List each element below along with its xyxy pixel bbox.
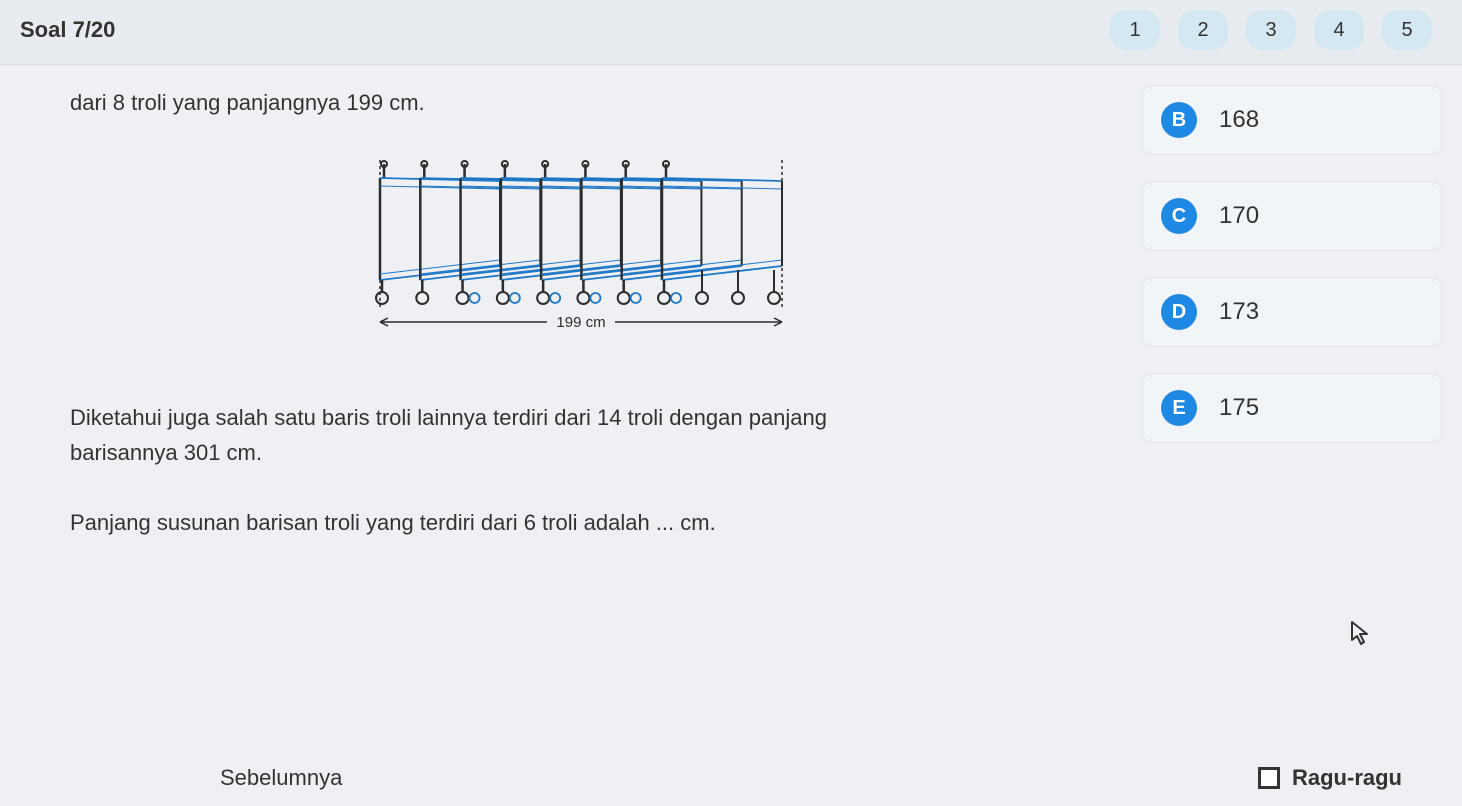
page-pill-1[interactable]: 1 [1110,10,1160,50]
page-pill-4[interactable]: 4 [1314,10,1364,50]
question-counter: Soal 7/20 [20,17,115,43]
ragu-checkbox[interactable]: Ragu-ragu [1258,765,1402,791]
answer-option-d[interactable]: D 173 [1142,277,1442,347]
option-text-b: 168 [1219,106,1259,134]
pagination: 1 2 3 4 5 [1110,10,1442,50]
option-text-e: 175 [1219,394,1259,422]
option-text-c: 170 [1219,202,1259,230]
answer-option-c[interactable]: C 170 [1142,181,1442,251]
answer-option-e[interactable]: E 175 [1142,373,1442,443]
main-content: dari 8 troli yang panjangnya 199 cm. 199… [0,65,1462,806]
trolley-diagram: 199 cm [70,150,1092,350]
ragu-label: Ragu-ragu [1292,765,1402,791]
page-pill-2[interactable]: 2 [1178,10,1228,50]
footer-bar: Sebelumnya Ragu-ragu [0,755,1462,801]
question-paragraph-2: Panjang susunan barisan troli yang terdi… [70,505,1092,540]
answer-panel: B 168 C 170 D 173 E 175 [1132,65,1462,806]
option-text-d: 173 [1219,298,1259,326]
page-pill-3[interactable]: 3 [1246,10,1296,50]
question-line-1: dari 8 troli yang panjangnya 199 cm. [70,85,1092,120]
question-paragraph-1: Diketahui juga salah satu baris troli la… [70,400,890,470]
option-badge-c: C [1161,198,1197,234]
previous-button[interactable]: Sebelumnya [220,765,342,791]
answer-option-b[interactable]: B 168 [1142,85,1442,155]
svg-text:199 cm: 199 cm [556,314,605,331]
checkbox-icon [1258,767,1280,789]
header-bar: Soal 7/20 1 2 3 4 5 [0,0,1462,65]
question-panel: dari 8 troli yang panjangnya 199 cm. 199… [0,65,1132,806]
option-badge-e: E [1161,390,1197,426]
option-badge-d: D [1161,294,1197,330]
option-badge-b: B [1161,102,1197,138]
page-pill-5[interactable]: 5 [1382,10,1432,50]
